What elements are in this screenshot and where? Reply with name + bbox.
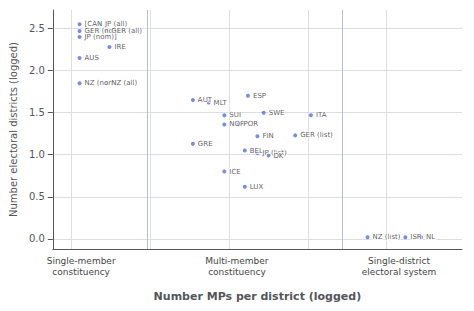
svg-text:1.0: 1.0 xyxy=(29,149,45,160)
svg-text:0.5: 0.5 xyxy=(29,191,45,202)
svg-text:NZ (all): NZ (all) xyxy=(111,79,137,87)
svg-text:GER (list): GER (list) xyxy=(300,131,333,139)
svg-text:GRE: GRE xyxy=(198,140,213,148)
svg-text:SUI: SUI xyxy=(229,111,241,119)
svg-text:electoral system: electoral system xyxy=(362,267,437,277)
svg-text:ITA: ITA xyxy=(316,111,327,119)
svg-text:GER (all): GER (all) xyxy=(111,27,142,35)
svg-text:FIN: FIN xyxy=(262,132,273,140)
svg-text:AUT: AUT xyxy=(198,96,213,104)
svg-text:NL: NL xyxy=(426,233,435,241)
svg-text:POR: POR xyxy=(244,120,259,128)
svg-text:NOR: NOR xyxy=(229,120,245,129)
svg-text:0.0: 0.0 xyxy=(29,233,45,244)
svg-text:LUX: LUX xyxy=(250,183,264,191)
svg-text:Number electoral districts (lo: Number electoral districts (logged) xyxy=(8,42,19,217)
svg-text:SWE: SWE xyxy=(269,109,285,117)
svg-text:DK: DK xyxy=(273,152,283,160)
svg-text:Number MPs per district (logge: Number MPs per district (logged) xyxy=(154,290,362,303)
svg-text:NZ (nom): NZ (nom) xyxy=(84,79,118,88)
svg-text:Multi-member: Multi-member xyxy=(205,256,269,266)
svg-text:Single-member: Single-member xyxy=(47,256,116,266)
svg-text:AUS: AUS xyxy=(85,54,100,62)
svg-text:ICE: ICE xyxy=(229,168,240,176)
svg-text:1.5: 1.5 xyxy=(29,107,45,118)
svg-text:2.5: 2.5 xyxy=(29,23,45,34)
svg-text:JP (nom)]: JP (nom)] xyxy=(84,33,118,41)
svg-text:ESP: ESP xyxy=(253,92,266,100)
svg-text:NZ (list): NZ (list) xyxy=(373,233,401,241)
html-text:[CAN JP (all): [CAN JP (all) xyxy=(84,20,128,29)
svg-text:IRE: IRE xyxy=(114,43,125,51)
svg-text:constituency: constituency xyxy=(208,267,266,277)
svg-text:BEL: BEL xyxy=(250,147,263,155)
svg-text:Single-district: Single-district xyxy=(368,256,430,266)
svg-text:2.0: 2.0 xyxy=(29,65,45,76)
svg-text:ISR: ISR xyxy=(410,233,422,241)
svg-text:constituency: constituency xyxy=(52,267,110,277)
svg-text:MLT: MLT xyxy=(214,99,228,107)
